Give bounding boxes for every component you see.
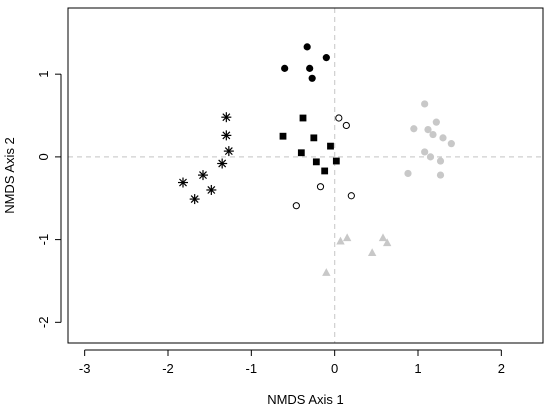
y-tick-label: 1: [36, 71, 51, 78]
triangle-point: [336, 236, 345, 245]
circle-point: [436, 171, 445, 179]
asterisk-point: [178, 177, 188, 188]
triangle-point: [322, 268, 331, 276]
asterisk-point: [221, 130, 232, 141]
circle-point: [404, 169, 412, 178]
x-tick-label: -2: [162, 361, 174, 376]
triangle-point: [367, 248, 377, 257]
square-point: [299, 114, 307, 122]
square-point: [327, 142, 334, 150]
x-tick-label: -3: [79, 361, 91, 376]
open-circle-point: [292, 202, 300, 210]
circle-point: [322, 54, 330, 62]
circle-point: [421, 148, 429, 156]
y-tick-label: 0: [36, 153, 51, 160]
square-point: [279, 132, 287, 140]
circle-point: [281, 64, 289, 72]
open-circle-point: [347, 192, 355, 200]
circle-point: [308, 74, 316, 82]
square-point: [332, 157, 340, 165]
x-axis-title: NMDS Axis 1: [267, 392, 344, 407]
circle-point: [303, 43, 311, 51]
square-point: [321, 167, 329, 175]
open-circle-point: [316, 183, 325, 191]
asterisk-point: [189, 194, 200, 205]
asterisk-point: [217, 158, 228, 169]
x-tick-label: 0: [331, 361, 338, 376]
x-tick-label: 2: [498, 361, 505, 376]
asterisk-point: [198, 170, 208, 181]
asterisk-point: [221, 112, 232, 123]
reference-lines: [68, 8, 543, 343]
y-axis-title: NMDS Axis 2: [2, 137, 17, 214]
circle-point: [421, 100, 429, 108]
x-tick-label: -1: [246, 361, 258, 376]
asterisk-point: [206, 184, 217, 195]
square-point: [310, 134, 318, 142]
triangle-point: [378, 233, 388, 242]
circle-point: [439, 134, 447, 142]
circle-point: [424, 125, 432, 134]
square-point: [312, 158, 320, 166]
square-point: [297, 149, 305, 157]
y-axis: -2 -1 0 1: [36, 71, 62, 329]
circle-point: [429, 130, 437, 139]
circle-point: [306, 64, 314, 72]
y-tick-label: -1: [36, 234, 51, 246]
circle-point: [432, 118, 440, 126]
triangle-point: [342, 233, 352, 242]
x-axis: -3 -2 -1 0 1 2: [79, 349, 505, 376]
data-points: [178, 43, 455, 276]
circle-point: [426, 153, 435, 161]
circle-point: [410, 125, 418, 133]
triangle-point: [382, 238, 392, 247]
x-tick-label: 1: [414, 361, 421, 376]
open-circle-point: [342, 121, 350, 130]
asterisk-point: [223, 146, 234, 157]
open-circle-point: [335, 114, 343, 122]
plot-frame: [67, 7, 544, 344]
y-tick-label: -2: [36, 317, 51, 329]
circle-point: [436, 157, 445, 165]
circle-point: [447, 140, 455, 148]
